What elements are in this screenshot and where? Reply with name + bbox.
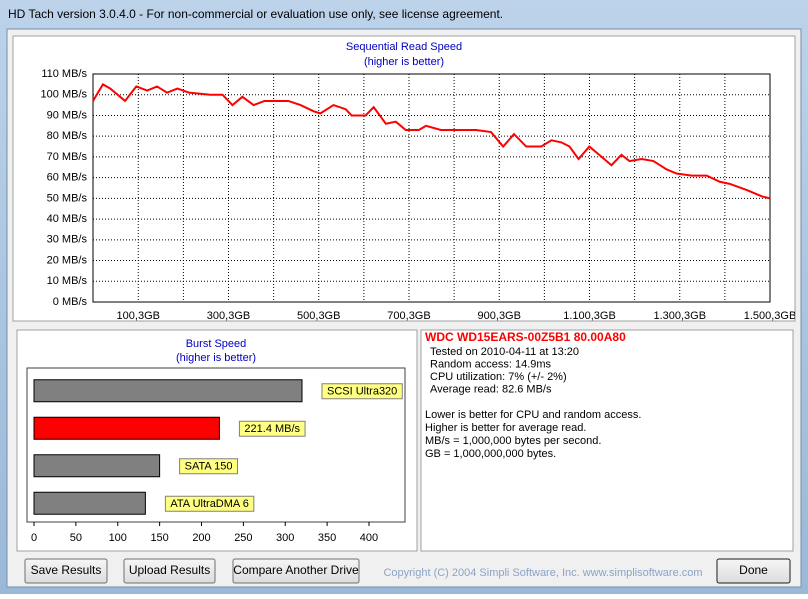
x-tick-label: 1.300,3GB bbox=[653, 310, 706, 322]
read-chart: Sequential Read Speed (higher is better) 0… bbox=[41, 41, 797, 322]
button[interactable] bbox=[716, 558, 791, 584]
x-tick-label: 350 bbox=[318, 532, 336, 544]
bar-label-box bbox=[164, 495, 255, 512]
chart-title: Sequential Read Speed bbox=[346, 41, 462, 53]
x-tick-label: 0 bbox=[31, 532, 37, 544]
button-label[interactable]: Save Results bbox=[31, 563, 102, 577]
x-tick-label: 50 bbox=[70, 532, 82, 544]
x-tick-label: 100,3GB bbox=[117, 310, 160, 322]
x-tick-label: 400 bbox=[360, 532, 378, 544]
x-tick-label: 250 bbox=[234, 532, 252, 544]
x-tick-label: 500,3GB bbox=[297, 310, 340, 322]
drive-name: WDC WD15EARS-00Z5B1 80.00A80 bbox=[425, 330, 626, 344]
plot-frame bbox=[26, 367, 406, 523]
note: MB/s = 1,000,000 bytes per second. bbox=[425, 435, 601, 447]
bar bbox=[33, 416, 220, 440]
x-tick-label: 200 bbox=[192, 532, 210, 544]
bar-label: SATA 150 bbox=[185, 461, 233, 473]
bar-label-box bbox=[179, 458, 239, 475]
y-tick-label: 100 MB/s bbox=[41, 89, 88, 101]
x-tick-label: 1.500,3GB bbox=[744, 310, 797, 322]
bar bbox=[33, 379, 303, 403]
y-tick-label: 20 MB/s bbox=[47, 254, 88, 266]
y-tick-label: 90 MB/s bbox=[47, 109, 88, 121]
y-tick-label: 110 MB/s bbox=[41, 68, 87, 80]
bar bbox=[33, 491, 146, 515]
burst-chart: Burst Speed (higher is better) 0 50 100 150 20… bbox=[26, 338, 406, 544]
detail: Tested on 2010-04-11 at 13:20 bbox=[430, 346, 579, 358]
detail: Random access: 14.9ms bbox=[430, 358, 552, 370]
y-tick-label: 10 MB/s bbox=[47, 275, 88, 287]
button-label[interactable]: Upload Results bbox=[129, 563, 210, 577]
x-tick-label: 1.100,3GB bbox=[563, 310, 616, 322]
x-tick-label: 700,3GB bbox=[387, 310, 430, 322]
y-tick-label: 40 MB/s bbox=[47, 213, 88, 225]
chart-subtitle: (higher is better) bbox=[176, 352, 256, 364]
detail: Average read: 82.6 MB/s bbox=[430, 383, 552, 395]
x-tick-label: 150 bbox=[150, 532, 168, 544]
read-panel bbox=[12, 35, 796, 322]
chart-title: Burst Speed bbox=[186, 338, 247, 350]
x-tick-label: 300,3GB bbox=[207, 310, 250, 322]
copyright: Copyright (C) 2004 Simpli Software, Inc.… bbox=[383, 567, 702, 579]
y-tick-label: 30 MB/s bbox=[47, 234, 88, 246]
button[interactable] bbox=[24, 558, 108, 584]
bar bbox=[33, 454, 161, 478]
bar-label-box bbox=[238, 420, 306, 437]
bar-label-box bbox=[321, 383, 403, 400]
y-tick-label: 80 MB/s bbox=[47, 130, 88, 142]
buttons: Save Results Upload Results Compare Anothe… bbox=[24, 558, 791, 584]
y-tick-label: 50 MB/s bbox=[47, 192, 88, 204]
button[interactable] bbox=[123, 558, 216, 584]
button-label[interactable]: Compare Another Drive bbox=[233, 563, 359, 577]
chart-subtitle: (higher is better) bbox=[364, 56, 444, 68]
window-title: HD Tach version 3.0.4.0 - For non-commer… bbox=[8, 7, 503, 21]
read-line bbox=[92, 83, 771, 200]
detail: CPU utilization: 7% (+/- 2%) bbox=[430, 371, 567, 383]
note: GB = 1,000,000,000 bytes. bbox=[425, 448, 556, 460]
y-tick-label: 60 MB/s bbox=[47, 172, 88, 184]
info-panel bbox=[420, 329, 794, 552]
plot-frame bbox=[92, 73, 771, 303]
bar-label: ATA UltraDMA 6 bbox=[170, 498, 248, 510]
info: WDC WD15EARS-00Z5B1 80.00A80 Tested on 20… bbox=[425, 330, 641, 460]
button[interactable] bbox=[232, 558, 360, 584]
bar-label: SCSI Ultra320 bbox=[327, 386, 397, 398]
x-tick-label: 300 bbox=[276, 532, 294, 544]
y-tick-label: 70 MB/s bbox=[47, 151, 88, 163]
note: Lower is better for CPU and random acces… bbox=[425, 409, 641, 421]
x-tick-label: 900,3GB bbox=[478, 310, 521, 322]
x-tick-label: 100 bbox=[109, 532, 127, 544]
y-tick-label: 0 MB/s bbox=[53, 296, 88, 308]
button-label[interactable]: Done bbox=[739, 563, 768, 577]
bar-label: 221.4 MB/s bbox=[244, 423, 300, 435]
note: Higher is better for average read. bbox=[425, 422, 586, 434]
